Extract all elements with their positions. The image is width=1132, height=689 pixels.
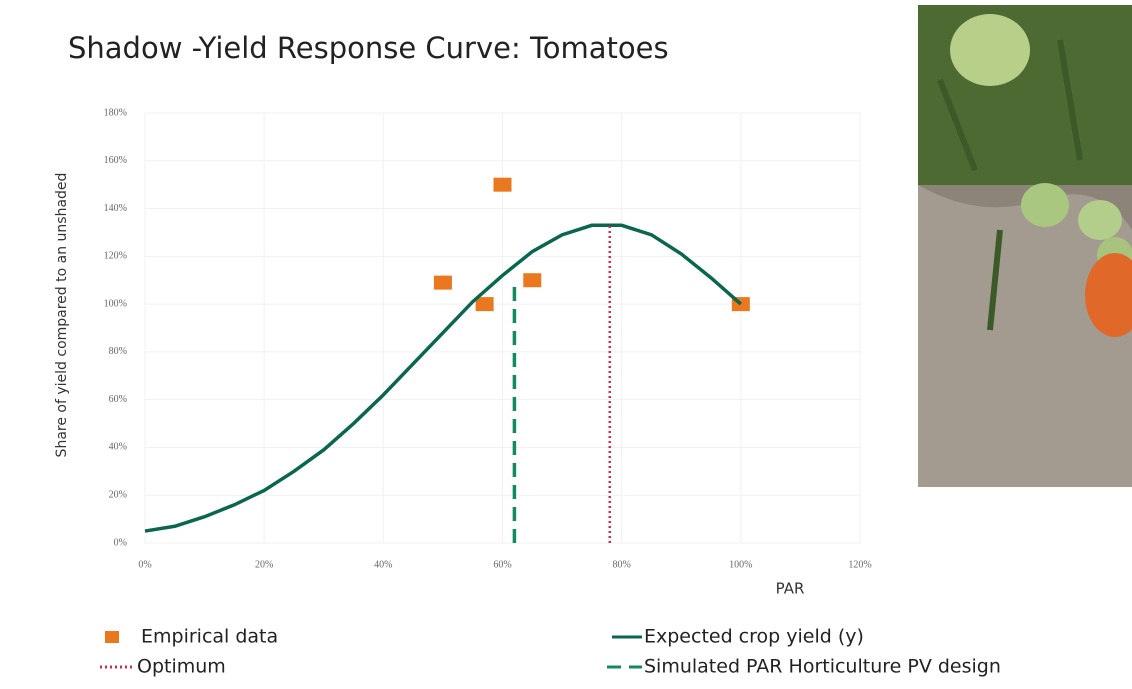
x-tick-label: 100% bbox=[729, 559, 752, 570]
y-tick-label: 100% bbox=[104, 298, 127, 309]
x-tick-label: 0% bbox=[138, 559, 151, 570]
legend-label: Expected crop yield (y) bbox=[644, 626, 864, 648]
y-tick-label: 180% bbox=[104, 107, 127, 118]
x-tick-label: 80% bbox=[612, 559, 630, 570]
photo-stem bbox=[937, 39, 1083, 331]
y-tick-label: 40% bbox=[109, 442, 127, 453]
x-tick-label: 60% bbox=[493, 559, 511, 570]
x-tick-label: 20% bbox=[255, 559, 273, 570]
photo-tomato-green bbox=[1078, 200, 1122, 240]
y-tick-label: 80% bbox=[109, 346, 127, 357]
y-tick-label: 120% bbox=[104, 251, 127, 262]
chart-title: Shadow -Yield Response Curve: Tomatoes bbox=[68, 31, 669, 65]
data-point bbox=[493, 177, 512, 192]
photo-foliage bbox=[918, 5, 1132, 185]
data-point bbox=[433, 275, 452, 290]
data-point bbox=[523, 273, 542, 288]
series-line bbox=[144, 223, 742, 533]
photo-tomato-green bbox=[950, 14, 1030, 86]
y-tick-label: 0% bbox=[114, 537, 127, 548]
photo-soil bbox=[918, 185, 1132, 487]
x-tick-label: 120% bbox=[848, 559, 871, 570]
x-tick-label: 40% bbox=[374, 559, 392, 570]
y-tick-label: 20% bbox=[109, 490, 127, 501]
photo-tomato-red bbox=[1085, 253, 1132, 337]
y-tick-label: 140% bbox=[104, 203, 127, 214]
legend-marker bbox=[105, 631, 119, 643]
y-tick-label: 60% bbox=[109, 394, 127, 405]
legend-label: Optimum bbox=[137, 656, 226, 678]
legend-label: Empirical data bbox=[141, 626, 278, 648]
photo-tomato-green bbox=[1021, 183, 1069, 227]
y-tick-label: 160% bbox=[104, 155, 127, 166]
y-axis-label: Share of yield compared to an unshaded bbox=[54, 173, 70, 458]
x-axis-label: PAR bbox=[776, 580, 805, 598]
data-point bbox=[475, 297, 494, 312]
photo bbox=[918, 5, 1132, 487]
legend-label: Simulated PAR Horticulture PV design bbox=[644, 656, 1001, 678]
